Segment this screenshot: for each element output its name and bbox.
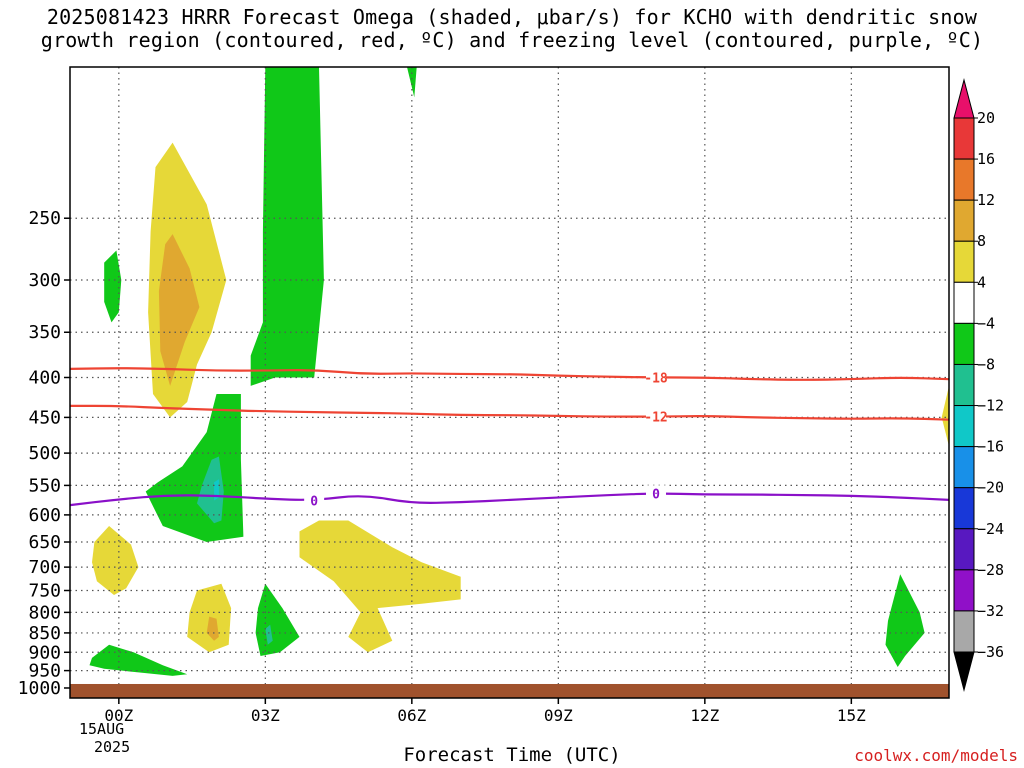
colorbar: 20 16 12 8 4 −4 −8 −12 −16 −20 −24 −28 −32 −36 (953, 78, 1004, 692)
isotherm-contours: -18 -12 0 0 (69, 367, 950, 509)
shaded-region-downdraft-teal-mid (197, 456, 224, 524)
colorbar-segment-11 (953, 569, 975, 612)
y-tick-label-400: 400 (28, 367, 61, 388)
colorbar-label-12: −32 (977, 602, 1004, 620)
shaded-region-downdraft-cyan-mid (214, 479, 219, 501)
y-tick-label-800: 800 (28, 602, 61, 623)
chart-title-line-1: 2025081423 HRRR Forecast Omega (shaded, … (46, 5, 978, 29)
colorbar-segment-1 (953, 158, 975, 201)
ground-layer (70, 683, 949, 698)
colorbar-label-0: 20 (977, 109, 995, 127)
colorbar-top-arrow (953, 78, 975, 119)
colorbar-label-1: 16 (977, 150, 995, 168)
shaded-region-downdraft-green-right (885, 574, 925, 667)
colorbar-segment-0 (953, 117, 975, 160)
y-tick-label-1000: 1000 (18, 678, 61, 699)
y-tick-label-750: 750 (28, 581, 61, 602)
isotherm-label-0-0: 0 (652, 487, 660, 502)
shaded-region-downdraft-teal-850 (265, 624, 273, 645)
colorbar-segment-10 (953, 528, 975, 571)
colorbar-segment-8 (953, 446, 975, 489)
x-axis-date-day: 15AUG (79, 720, 125, 738)
shaded-region-updraft-yellow-center (299, 520, 461, 653)
colorbar-segment-9 (953, 487, 975, 530)
colorbar-label-2: 12 (977, 191, 995, 209)
colorbar-label-9: −20 (977, 479, 1004, 497)
colorbar-segment-2 (953, 199, 975, 242)
colorbar-segment-12 (953, 610, 975, 653)
omega-shading (89, 67, 949, 676)
shaded-region-updraft-yellow-edge (941, 385, 949, 447)
isotherm-label--18-0: -18 (644, 371, 668, 386)
x-axis-date-year: 2025 (94, 738, 131, 756)
y-tick-label-350: 350 (28, 322, 61, 343)
chart-title: 2025081423 HRRR Forecast Omega (shaded, … (0, 6, 1024, 52)
credit-text: coolwx.com/models (854, 746, 1018, 765)
colorbar-bottom-arrow (953, 651, 975, 692)
colorbar-segment-5 (953, 322, 975, 365)
shaded-region-downdraft-green-950 (89, 644, 188, 676)
shaded-region-updraft-orange-850 (206, 616, 219, 641)
y-tick-label-300: 300 (28, 270, 61, 291)
shaded-region-downdraft-green-left (104, 250, 122, 323)
y-tick-label-900: 900 (28, 642, 61, 663)
isotherm-line-0 (69, 492, 950, 507)
isotherm-label-bg-0-1 (304, 492, 325, 509)
ground-fill (70, 683, 949, 698)
shaded-region-downdraft-green-850 (255, 583, 300, 656)
colorbar-label-8: −16 (977, 438, 1004, 456)
y-tick-label-500: 500 (28, 443, 61, 464)
y-tick-label-450: 450 (28, 407, 61, 428)
x-axis-label: Forecast Time (UTC) (403, 744, 621, 766)
plot-frame (69, 66, 950, 699)
y-tick-label-850: 850 (28, 623, 61, 644)
colorbar-label-5: −4 (977, 314, 995, 332)
colorbar-segment-4 (953, 281, 975, 324)
isotherm-label-bg--18-0 (646, 369, 666, 386)
isotherm-label-bg-0-0 (646, 485, 666, 502)
isotherm-label-bg--12-0 (646, 408, 666, 425)
shaded-region-updraft-yellow-700 (92, 526, 139, 595)
colorbar-label-11: −28 (977, 561, 1004, 579)
colorbar-segment-6 (953, 363, 975, 407)
colorbar-segment-7 (953, 405, 975, 448)
colorbar-label-10: −24 (977, 520, 1004, 538)
colorbar-label-3: 8 (977, 232, 986, 250)
shaded-region-downdraft-green-top (407, 67, 417, 98)
x-tick-label-06Z: 06Z (397, 706, 426, 725)
y-tick-label-250: 250 (28, 208, 61, 229)
x-tick-label-03Z: 03Z (251, 706, 280, 725)
shaded-region-updraft-orange-upper (158, 234, 200, 386)
y-tick-label-600: 600 (28, 505, 61, 526)
shaded-region-downdraft-green-column (250, 67, 324, 386)
y-axis: 2503003504004505005506006507007508008509… (18, 208, 70, 699)
colorbar-label-13: −36 (977, 643, 1004, 661)
colorbar-segment-3 (953, 240, 975, 283)
isotherm-line--12 (70, 404, 950, 421)
x-tick-label-15Z: 15Z (837, 706, 866, 725)
colorbar-label-6: −8 (977, 355, 995, 373)
colorbar-label-7: −12 (977, 397, 1004, 415)
isotherm-label--12-0: -12 (644, 411, 667, 426)
x-tick-label-00Z: 00Z (104, 706, 133, 725)
y-tick-label-550: 550 (28, 475, 61, 496)
y-tick-label-950: 950 (28, 661, 61, 682)
x-tick-label-12Z: 12Z (690, 706, 719, 725)
isotherm-line--18 (69, 367, 950, 381)
y-tick-label-700: 700 (28, 557, 61, 578)
chart-title-line-2: growth region (contoured, red, ºC) and f… (40, 28, 984, 52)
x-tick-label-09Z: 09Z (544, 706, 573, 725)
shaded-region-downdraft-green-mid (145, 394, 244, 542)
colorbar-label-4: 4 (977, 273, 986, 291)
x-axis: 00Z 03Z 06Z 09Z 12Z 15Z (104, 698, 866, 725)
y-tick-label-650: 650 (28, 532, 61, 553)
isotherm-label-0-1: 0 (310, 494, 318, 509)
